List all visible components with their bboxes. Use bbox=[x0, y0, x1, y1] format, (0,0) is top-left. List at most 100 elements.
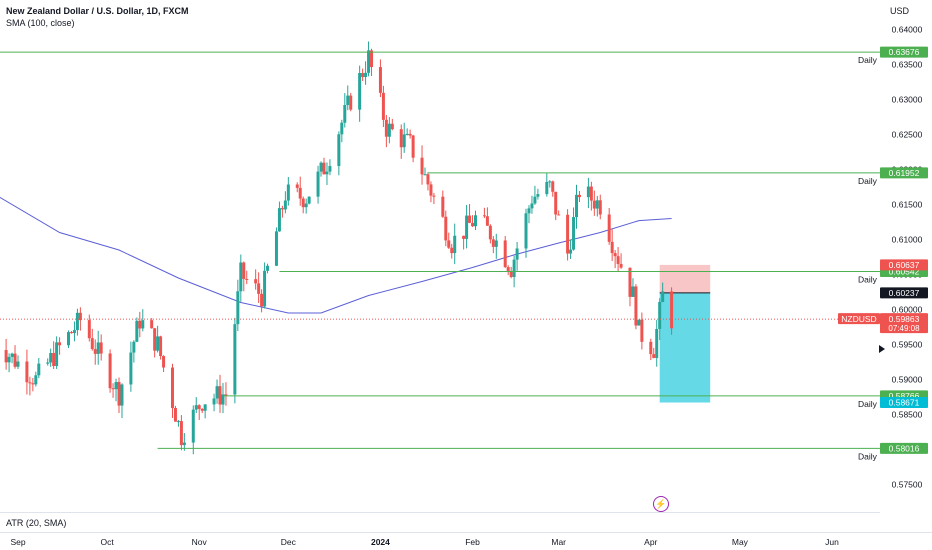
candle-body bbox=[150, 320, 154, 329]
candle-body bbox=[286, 184, 290, 201]
candle-body bbox=[307, 196, 311, 204]
candle-body bbox=[170, 367, 174, 408]
candle-body bbox=[52, 352, 56, 366]
candle-body bbox=[453, 235, 457, 254]
candle-body bbox=[465, 215, 469, 239]
candle-body bbox=[358, 73, 362, 110]
currency-label[interactable]: USD bbox=[890, 6, 910, 16]
candle-body bbox=[343, 105, 347, 123]
candle-body bbox=[159, 336, 163, 357]
candle-body bbox=[156, 336, 160, 351]
candle-body bbox=[10, 353, 14, 357]
candle-body bbox=[319, 162, 323, 172]
candle-body bbox=[381, 92, 385, 120]
price-tick-label: 0.57500 bbox=[892, 480, 923, 490]
level-price-tag: 0.63676 bbox=[889, 47, 920, 57]
level-tag: Daily bbox=[858, 451, 878, 461]
candle-body bbox=[652, 354, 656, 358]
sma-line bbox=[0, 196, 672, 314]
candle-body bbox=[337, 134, 341, 167]
candle-body bbox=[153, 328, 157, 351]
candle-body bbox=[135, 320, 139, 342]
candle-body bbox=[361, 73, 365, 77]
candle-body bbox=[283, 200, 287, 210]
pane-separator[interactable] bbox=[0, 512, 880, 513]
candle-body bbox=[322, 162, 326, 175]
candle-body bbox=[13, 353, 17, 367]
candle-body bbox=[108, 353, 112, 389]
candle-body bbox=[260, 293, 264, 307]
candle-body bbox=[506, 267, 510, 271]
candle-body bbox=[87, 320, 91, 339]
candle-body bbox=[179, 421, 183, 446]
candle-body bbox=[93, 349, 97, 354]
candle-body bbox=[462, 235, 466, 239]
candle-body bbox=[16, 361, 20, 367]
candle-body bbox=[575, 194, 579, 218]
candle-body bbox=[408, 133, 412, 136]
time-tick-label: May bbox=[732, 537, 749, 547]
candle-body bbox=[607, 214, 611, 242]
candle-body bbox=[572, 217, 576, 250]
bar-countdown: 07:49:08 bbox=[888, 324, 920, 333]
target-price-tag-bg bbox=[880, 397, 928, 409]
candle-body bbox=[75, 312, 79, 331]
target-price-tag: 0.58671 bbox=[889, 398, 920, 408]
time-tick-label: Apr bbox=[644, 537, 657, 547]
candle-body bbox=[429, 184, 433, 196]
candle-body bbox=[426, 174, 430, 185]
candle-body bbox=[655, 328, 659, 358]
candle-body bbox=[631, 286, 635, 297]
sma-indicator-label[interactable]: SMA (100, close) bbox=[6, 18, 75, 28]
candle-body bbox=[468, 215, 472, 223]
candle-body bbox=[266, 265, 270, 271]
candle-body bbox=[129, 352, 133, 385]
level-price-tag-bg bbox=[880, 442, 928, 454]
scroll-to-latest-icon[interactable] bbox=[879, 345, 885, 353]
candle-body bbox=[233, 324, 237, 395]
price-tick-label: 0.61000 bbox=[892, 235, 923, 245]
candle-body bbox=[242, 262, 246, 279]
candle-body bbox=[569, 249, 573, 254]
candle-body bbox=[78, 312, 82, 321]
candle-body bbox=[471, 222, 475, 227]
candle-body bbox=[640, 319, 644, 342]
candle-body bbox=[557, 214, 561, 216]
candle-body bbox=[586, 186, 590, 198]
candle-body bbox=[598, 200, 602, 215]
lightning-icon[interactable]: ⚡ bbox=[653, 496, 669, 512]
candle-body bbox=[589, 186, 593, 201]
candle-body bbox=[176, 421, 180, 423]
candle-body bbox=[58, 342, 62, 346]
candle-body bbox=[387, 123, 391, 137]
candle-body bbox=[120, 384, 124, 406]
candle-body bbox=[423, 174, 427, 176]
candle-body bbox=[444, 216, 448, 241]
level-price-tag: 0.58766 bbox=[889, 391, 920, 401]
level-tag: Daily bbox=[858, 275, 878, 285]
candle-body bbox=[364, 72, 368, 77]
candle-body bbox=[592, 200, 596, 209]
candle-body bbox=[670, 291, 674, 329]
candle-body bbox=[367, 50, 371, 73]
candle-body bbox=[111, 388, 115, 390]
time-tick-label: Oct bbox=[101, 537, 115, 547]
candle-body bbox=[450, 247, 454, 254]
candle-body bbox=[399, 129, 403, 148]
candle-body bbox=[566, 214, 570, 254]
time-tick-label: Jun bbox=[825, 537, 839, 547]
candle-body bbox=[254, 279, 258, 284]
symbol-tag-bg bbox=[838, 313, 880, 325]
candle-body bbox=[141, 320, 145, 329]
candle-body bbox=[405, 133, 409, 135]
candle-body bbox=[628, 267, 632, 297]
candle-body bbox=[117, 382, 121, 406]
candle-body bbox=[191, 409, 195, 443]
candle-body bbox=[512, 259, 516, 277]
last-price-value: 0.59863 bbox=[889, 314, 920, 324]
atr-indicator-label[interactable]: ATR (20, SMA) bbox=[6, 518, 67, 528]
candle-body bbox=[530, 203, 534, 209]
candle-body bbox=[616, 256, 620, 264]
candle-body bbox=[491, 239, 495, 247]
